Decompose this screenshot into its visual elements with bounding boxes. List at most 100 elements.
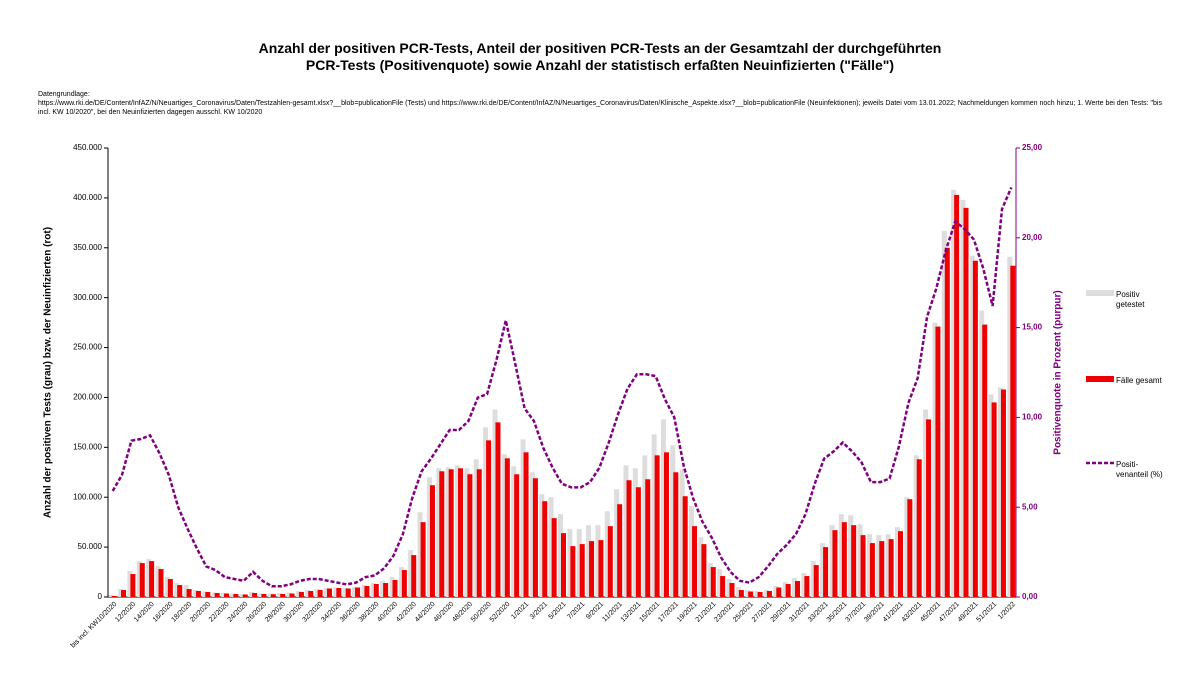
bar <box>916 459 922 597</box>
bar <box>579 544 585 597</box>
y-axis-title: Anzahl der positiven Tests (grau) bzw. d… <box>43 227 54 518</box>
bar <box>458 468 464 597</box>
bar <box>735 587 741 597</box>
bar <box>832 530 838 597</box>
bar <box>118 589 124 597</box>
bar <box>570 546 576 597</box>
bar <box>202 591 208 597</box>
bar <box>754 591 760 597</box>
y2-tick-label: 10,00 <box>1022 413 1043 422</box>
x-tick-label: 5/2021 <box>548 601 568 621</box>
bar <box>726 579 732 597</box>
bar <box>642 455 648 597</box>
y-tick-label: 350.000 <box>73 243 102 252</box>
bar <box>888 539 894 597</box>
bar <box>473 459 479 597</box>
bar <box>729 583 735 597</box>
bar <box>130 574 136 597</box>
bar <box>682 496 688 597</box>
legend-label: Fälle gesamt <box>1116 376 1162 385</box>
bar <box>467 474 473 597</box>
bar <box>317 590 323 597</box>
bar <box>342 588 348 597</box>
bar <box>663 452 669 597</box>
chart-title: PCR-Tests (Positivenquote) sowie Anzahl … <box>305 57 895 73</box>
bar <box>598 540 604 597</box>
bar <box>907 499 913 597</box>
bar <box>707 563 713 597</box>
bar <box>838 514 844 597</box>
bar <box>567 529 573 597</box>
bar <box>121 590 127 597</box>
bar <box>186 589 192 597</box>
bar <box>464 468 470 597</box>
bar <box>632 468 638 597</box>
bar <box>205 592 211 597</box>
bar <box>239 594 245 597</box>
bar <box>804 576 810 597</box>
bar <box>904 497 910 597</box>
bar <box>139 563 145 597</box>
bar <box>679 469 685 597</box>
bar <box>352 587 358 597</box>
bar <box>270 594 276 597</box>
note: Datengrundlage: <box>38 91 90 98</box>
bar <box>520 439 526 597</box>
bar <box>720 576 726 597</box>
bar <box>660 419 666 597</box>
y2-tick-label: 15,00 <box>1022 323 1043 332</box>
bar <box>111 596 117 597</box>
bar <box>211 592 217 597</box>
bar <box>149 561 155 597</box>
x-tick-label: 7/2021 <box>566 601 586 621</box>
bar <box>136 561 142 597</box>
bar <box>392 580 398 597</box>
y2-tick-label: 0,00 <box>1022 592 1038 601</box>
y2-axis-title: Positivenquote in Prozent (purpur) <box>1053 290 1064 454</box>
bar <box>258 593 264 597</box>
bar <box>174 583 180 597</box>
line <box>111 187 1013 588</box>
bar <box>969 255 975 597</box>
bar <box>280 594 286 597</box>
bar <box>389 577 395 597</box>
y-tick-label: 150.000 <box>73 442 102 451</box>
bar <box>1000 389 1006 597</box>
bar <box>417 512 423 597</box>
bar <box>823 547 829 597</box>
bar <box>373 584 379 597</box>
y-tick-label: 400.000 <box>73 193 102 202</box>
bar <box>401 570 407 597</box>
bar <box>295 591 301 597</box>
bar <box>586 525 592 597</box>
bar <box>857 524 863 597</box>
bar <box>745 590 751 597</box>
bar <box>108 595 114 597</box>
bar <box>492 409 498 597</box>
bar <box>177 585 183 597</box>
y-tick-label: 300.000 <box>73 293 102 302</box>
bar <box>542 501 548 597</box>
bar <box>626 480 632 597</box>
bar <box>576 529 582 597</box>
bar <box>698 537 704 597</box>
bar <box>323 588 329 597</box>
bar <box>504 458 510 597</box>
bar <box>242 594 248 597</box>
x-tick-label: 3/2021 <box>529 601 549 621</box>
bar <box>607 526 613 597</box>
bar <box>673 472 679 597</box>
bar <box>795 581 801 597</box>
bar <box>486 440 492 597</box>
y-tick-label: 200.000 <box>73 393 102 402</box>
bar <box>879 541 885 597</box>
x-tick-label: 1/2022 <box>997 601 1017 621</box>
bar <box>991 402 997 597</box>
x-tick-label: bis incl. KW10/2020 <box>70 601 119 650</box>
bar <box>1010 265 1016 597</box>
bar <box>445 467 451 597</box>
y-tick-label: 0 <box>98 592 103 601</box>
bar <box>183 585 189 597</box>
bar <box>988 394 994 597</box>
bar <box>670 445 676 597</box>
